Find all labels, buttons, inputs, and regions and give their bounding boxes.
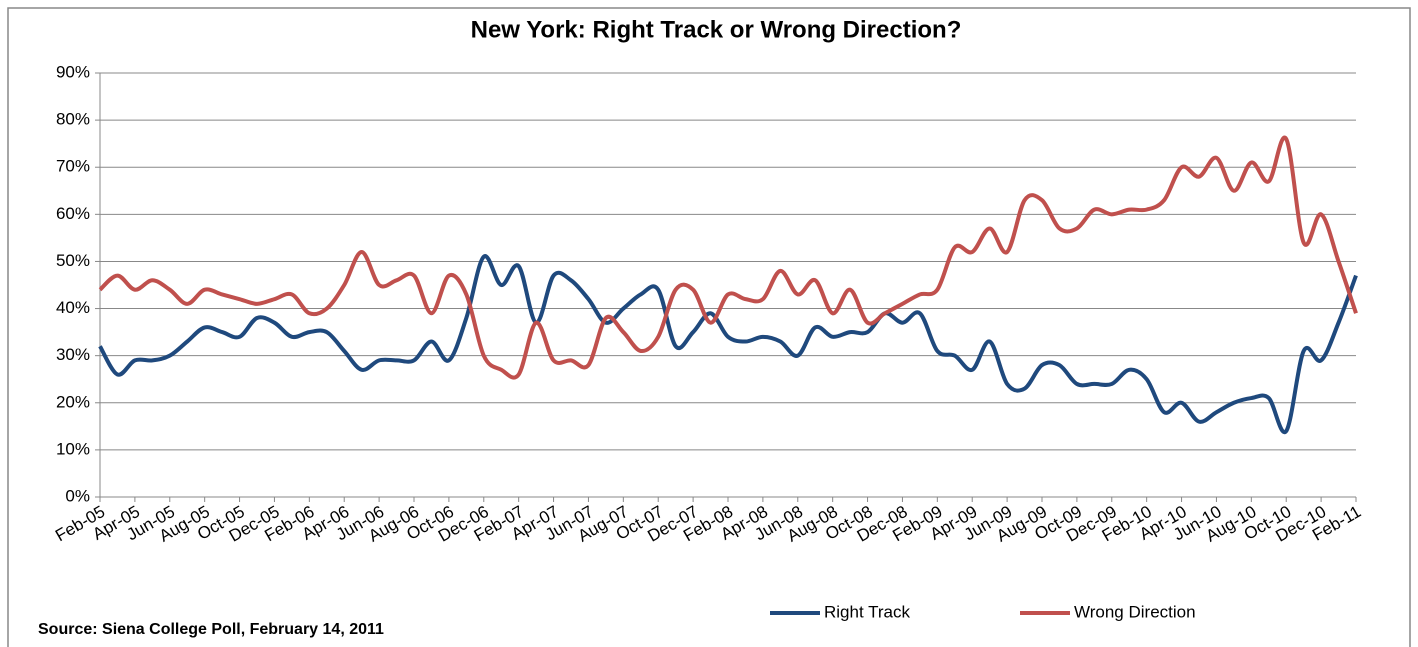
y-tick-label: 90% [56,62,90,81]
source-note: Source: Siena College Poll, February 14,… [38,621,384,638]
chart-title: New York: Right Track or Wrong Direction… [471,16,962,43]
legend-label: Wrong Direction [1074,602,1196,621]
series-line [98,135,1358,380]
y-tick-label: 20% [56,392,90,411]
y-tick-label: 70% [56,157,90,176]
y-tick-label: 60% [56,204,90,223]
y-tick-label: 30% [56,345,90,364]
y-tick-label: 40% [56,298,90,317]
series-line [98,254,1358,435]
y-tick-label: 0% [65,486,90,505]
y-tick-label: 50% [56,251,90,270]
y-tick-label: 10% [56,439,90,458]
chart-border [7,7,1411,647]
legend-label: Right Track [824,602,910,621]
y-tick-label: 80% [56,110,90,129]
